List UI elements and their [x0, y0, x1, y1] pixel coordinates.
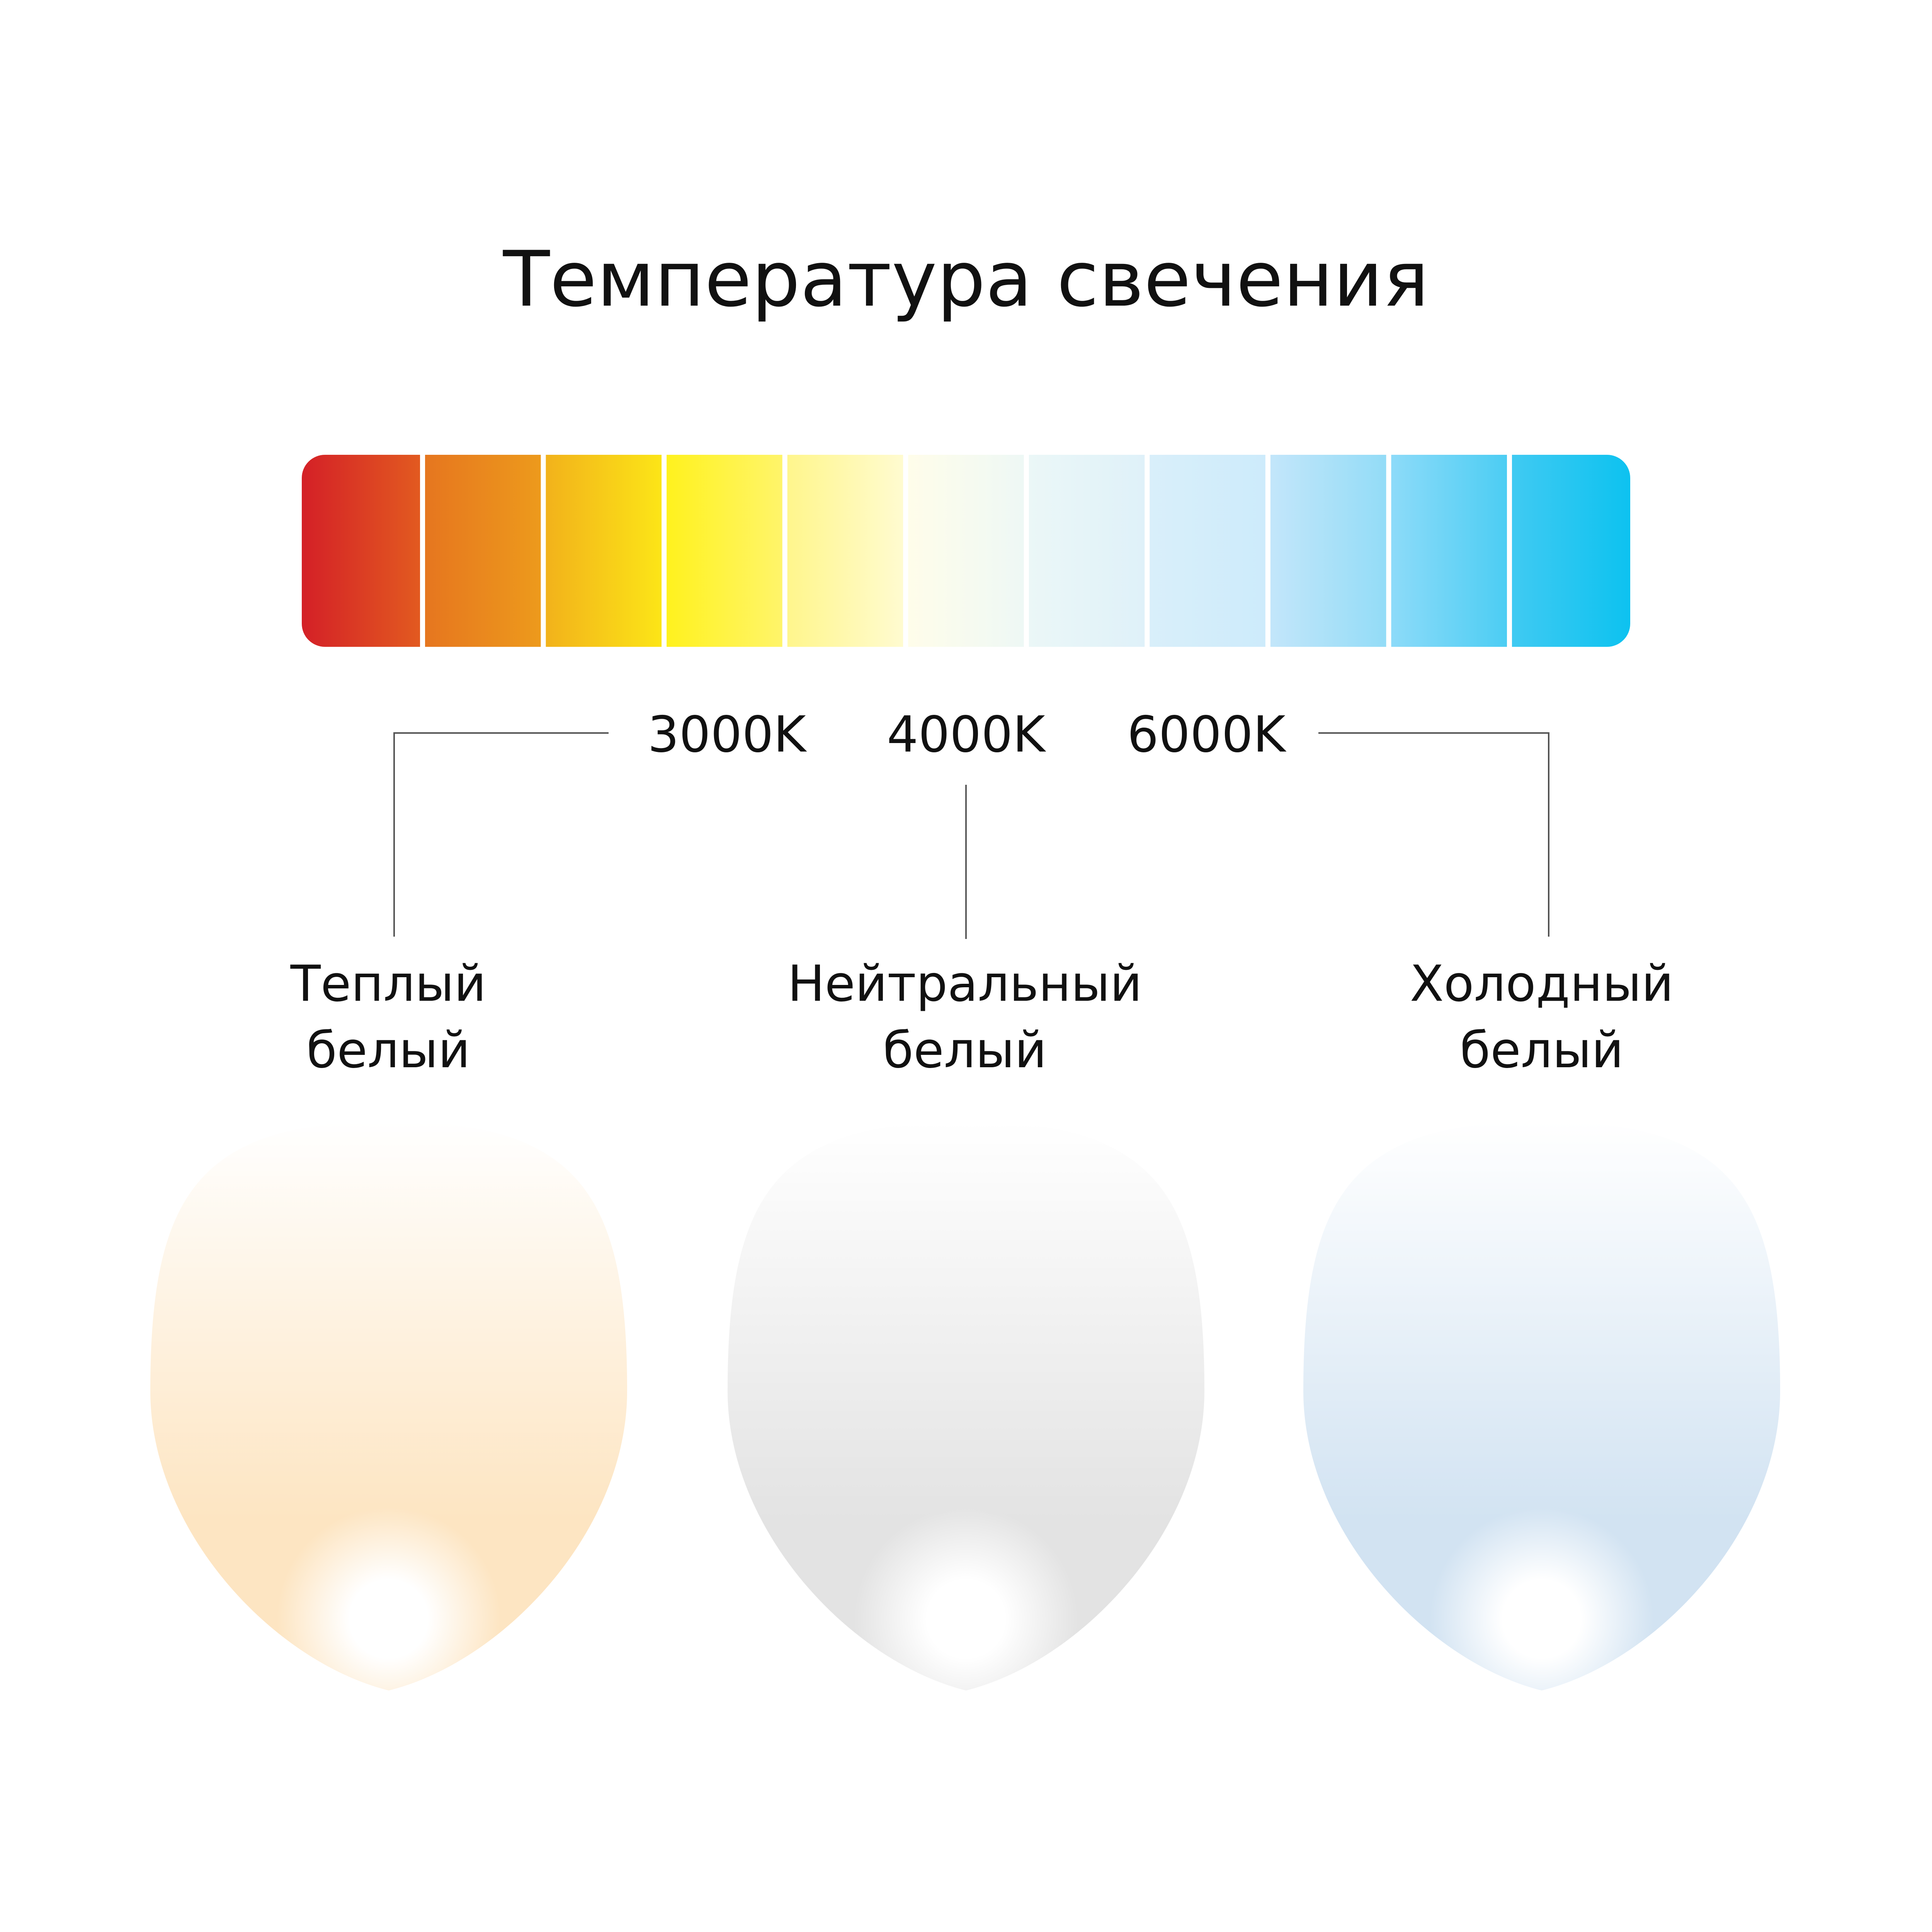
cool-label-line2: белый	[1460, 1022, 1624, 1079]
bulb-glow	[1303, 1121, 1780, 1690]
bulb-glow	[150, 1121, 627, 1690]
neutral-label-line2: белый	[883, 1022, 1047, 1079]
warm-light-bulb	[150, 1121, 627, 1731]
bulb-hotspot	[277, 1507, 501, 1731]
color-scale-bar	[302, 455, 1630, 647]
bulb-glow	[728, 1121, 1204, 1690]
bulb-hotspot	[854, 1507, 1078, 1731]
temp-label-6000k: 6000K	[1127, 706, 1287, 764]
neutral-label-line1: Нейтральный	[787, 955, 1142, 1013]
neutral-light-bulb	[728, 1121, 1204, 1731]
scale-segment	[425, 455, 541, 647]
warm-connector-line	[393, 732, 609, 937]
scale-segment	[1270, 455, 1386, 647]
cool-label-line1: Холодный	[1410, 955, 1674, 1013]
bulb-hotspot	[1430, 1507, 1654, 1731]
temp-label-3000k: 3000K	[648, 706, 807, 764]
warm-label-line2: белый	[306, 1022, 470, 1079]
scale-segment	[1150, 455, 1265, 647]
cool-light-bulb	[1303, 1121, 1780, 1731]
scale-segment	[787, 455, 903, 647]
warm-label-line1: Теплый	[290, 955, 486, 1013]
scale-segment	[1029, 455, 1145, 647]
temp-label-4000k: 4000K	[887, 706, 1046, 764]
scale-segment	[546, 455, 662, 647]
scale-segment	[667, 455, 782, 647]
scale-segment	[1512, 455, 1630, 647]
scale-segment	[908, 455, 1024, 647]
scale-segment	[302, 455, 420, 647]
cool-connector-line	[1318, 732, 1549, 937]
page-title: Температура свечения	[503, 235, 1429, 324]
scale-segment	[1391, 455, 1507, 647]
